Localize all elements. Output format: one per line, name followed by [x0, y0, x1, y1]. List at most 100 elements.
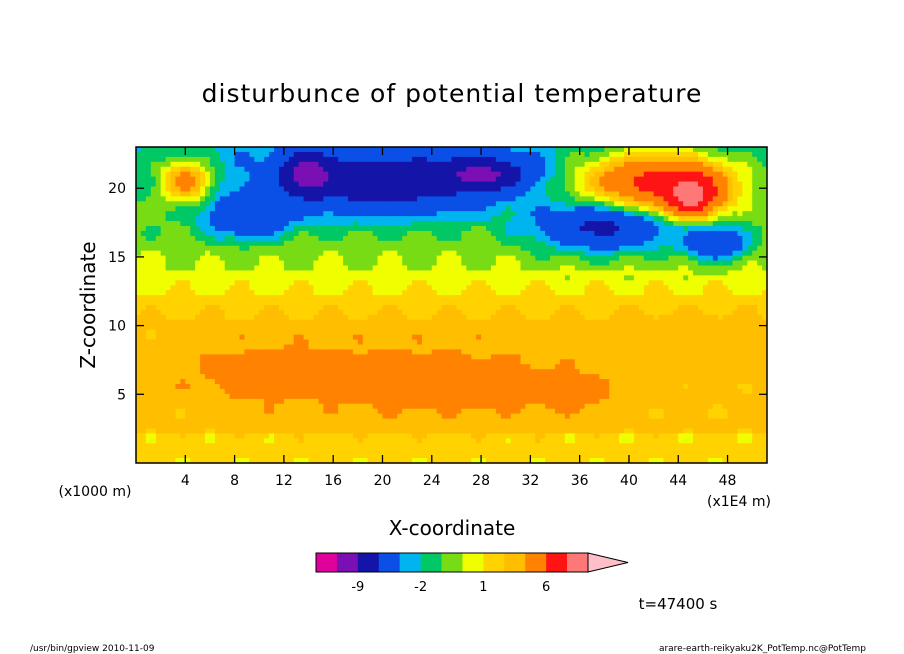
- heatmap-cell: [619, 324, 625, 331]
- heatmap-cell: [747, 314, 753, 321]
- heatmap-cell: [559, 221, 566, 227]
- heatmap-cell: [328, 275, 334, 281]
- heatmap-cell: [224, 240, 231, 247]
- heatmap-cell: [683, 201, 689, 207]
- heatmap-cell: [559, 161, 566, 168]
- heatmap-cell: [757, 240, 763, 247]
- heatmap-cell: [540, 196, 546, 202]
- heatmap-cell: [313, 230, 319, 237]
- heatmap-cell: [234, 334, 240, 340]
- heatmap-cell: [564, 240, 571, 247]
- heatmap-cell: [604, 147, 610, 153]
- heatmap-cell: [190, 319, 196, 326]
- heatmap-cell: [466, 250, 472, 257]
- heatmap-cell: [688, 319, 694, 326]
- heatmap-cell: [737, 319, 743, 326]
- heatmap-cell: [456, 309, 462, 316]
- heatmap-cell: [274, 255, 280, 261]
- heatmap-cell: [338, 275, 344, 281]
- heatmap-cell: [412, 151, 418, 158]
- heatmap-cell: [269, 186, 275, 192]
- heatmap-cell: [214, 221, 221, 227]
- heatmap-cell: [757, 324, 763, 331]
- heatmap-cell: [357, 305, 364, 311]
- heatmap-cell: [530, 206, 536, 212]
- heatmap-cell: [278, 285, 285, 291]
- heatmap-cell: [495, 280, 502, 286]
- heatmap-cell: [288, 260, 295, 266]
- heatmap-cell: [367, 334, 374, 340]
- heatmap-cell: [678, 235, 684, 242]
- heatmap-cell: [456, 226, 462, 232]
- heatmap-cell: [589, 186, 595, 192]
- heatmap-cell: [160, 295, 166, 301]
- heatmap-cell: [269, 211, 275, 217]
- heatmap-cell: [278, 329, 285, 336]
- heatmap-cell: [569, 201, 576, 207]
- heatmap-cell: [254, 260, 260, 266]
- heatmap-cell: [372, 181, 378, 187]
- heatmap-cell: [604, 250, 610, 257]
- heatmap-cell: [165, 245, 171, 252]
- heatmap-cell: [530, 147, 536, 153]
- heatmap-cell: [352, 324, 359, 331]
- heatmap-cell: [209, 275, 216, 281]
- heatmap-cell: [175, 260, 181, 266]
- heatmap-cell: [244, 250, 250, 257]
- heatmap-cell: [264, 300, 270, 306]
- heatmap-cell: [461, 176, 467, 182]
- heatmap-cell: [648, 211, 655, 217]
- heatmap-cell: [643, 280, 650, 286]
- heatmap-cell: [535, 216, 541, 222]
- heatmap-cell: [574, 280, 581, 286]
- heatmap-cell: [550, 270, 556, 276]
- heatmap-cell: [209, 250, 216, 257]
- heatmap-cell: [407, 285, 413, 291]
- heatmap-cell: [604, 191, 610, 197]
- heatmap-cell: [663, 265, 669, 271]
- heatmap-cell: [170, 221, 176, 227]
- heatmap-cell: [195, 181, 201, 187]
- heatmap-cell: [663, 245, 669, 252]
- heatmap-cell: [209, 191, 216, 197]
- heatmap-cell: [150, 166, 157, 173]
- heatmap-cell: [160, 230, 166, 237]
- heatmap-cell: [638, 265, 645, 271]
- heatmap-cell: [648, 196, 655, 202]
- heatmap-cell: [476, 295, 482, 301]
- heatmap-cell: [239, 255, 245, 261]
- heatmap-cell: [426, 295, 433, 301]
- heatmap-cell: [185, 255, 191, 261]
- heatmap-cell: [274, 270, 280, 276]
- heatmap-cell: [762, 270, 768, 276]
- heatmap-cell: [357, 147, 364, 153]
- heatmap-cell: [510, 260, 516, 266]
- heatmap-cell: [678, 181, 684, 187]
- heatmap-cell: [259, 171, 265, 178]
- heatmap-cell: [436, 329, 443, 336]
- heatmap-cell: [520, 161, 526, 168]
- heatmap-cell: [343, 329, 349, 336]
- heatmap-cell: [229, 245, 235, 252]
- heatmap-cell: [481, 250, 487, 257]
- heatmap-cell: [278, 186, 285, 192]
- heatmap-cell: [160, 309, 166, 316]
- heatmap-cell: [520, 329, 526, 336]
- heatmap-cell: [653, 186, 659, 192]
- heatmap-cell: [762, 250, 768, 257]
- heatmap-cell: [278, 334, 285, 340]
- heatmap-cell: [569, 147, 576, 153]
- heatmap-cell: [599, 156, 605, 163]
- heatmap-cell: [545, 147, 551, 153]
- heatmap-cell: [648, 191, 655, 197]
- heatmap-cell: [234, 260, 240, 266]
- heatmap-cell: [486, 260, 492, 266]
- heatmap-cell: [190, 265, 196, 271]
- heatmap-cell: [559, 314, 566, 321]
- heatmap-cell: [288, 226, 295, 232]
- heatmap-cell: [165, 324, 171, 331]
- heatmap-cell: [372, 161, 378, 168]
- heatmap-cell: [456, 285, 462, 291]
- heatmap-cell: [338, 161, 344, 168]
- heatmap-cell: [244, 235, 250, 242]
